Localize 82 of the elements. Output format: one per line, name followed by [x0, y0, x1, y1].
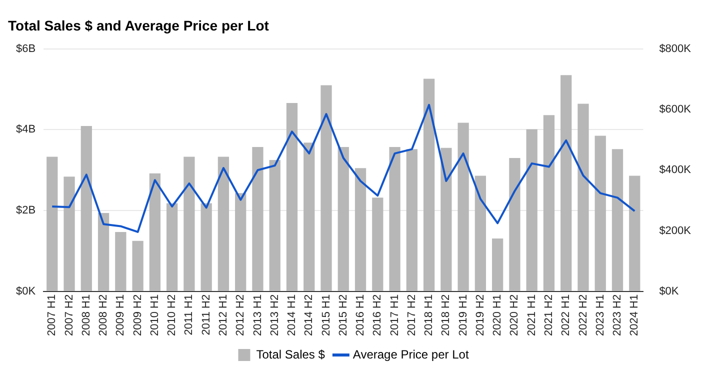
bar — [218, 156, 230, 291]
x-tick-label: 2016 H2 — [372, 294, 384, 336]
bar — [46, 156, 58, 291]
bar — [578, 104, 589, 291]
y-tick-label: $4B — [16, 124, 36, 136]
bar — [406, 149, 418, 291]
x-tick-label: 2022 H2 — [577, 294, 590, 336]
x-tick-label: 2016 H1 — [354, 294, 367, 336]
bar — [184, 156, 195, 291]
bar — [80, 126, 92, 291]
bar — [440, 148, 452, 291]
y2-tick-label: $0K — [659, 285, 680, 298]
y2-tick-label: $600K — [659, 103, 692, 116]
y2-tick-label: $400K — [659, 164, 692, 176]
y-tick-label: $2B — [16, 204, 36, 217]
x-tick-label: 2009 H2 — [132, 294, 144, 336]
bar — [560, 75, 572, 291]
bar — [543, 115, 555, 291]
x-tick-label: 2014 H1 — [286, 294, 298, 336]
bar — [320, 85, 332, 291]
y-tick-label: $6B — [16, 42, 36, 55]
bar — [115, 232, 126, 291]
bar — [166, 203, 178, 291]
x-tick-label: 2023 H1 — [594, 294, 606, 336]
x-tick-label: 2017 H2 — [406, 294, 418, 336]
bar — [629, 176, 640, 291]
x-tick-label: 2012 H2 — [234, 294, 247, 336]
x-tick-label: 2015 H1 — [320, 294, 332, 336]
bar — [509, 158, 520, 291]
bar — [235, 193, 246, 291]
legend-label: Total Sales $ — [256, 347, 326, 362]
bar — [338, 147, 349, 291]
bar — [286, 102, 298, 291]
y2-tick-label: $200K — [659, 224, 692, 237]
x-tick-label: 2021 H2 — [543, 294, 555, 336]
x-tick-label: 2021 H1 — [526, 294, 538, 336]
x-tick-label: 2008 H2 — [98, 294, 110, 336]
bar — [98, 212, 110, 291]
chart-title: Total Sales $ and Average Price per Lot — [8, 17, 270, 34]
bar — [304, 142, 315, 291]
x-tick-label: 2019 H1 — [457, 294, 470, 336]
bar — [526, 129, 538, 291]
bar — [474, 176, 486, 291]
bar — [389, 147, 400, 291]
x-tick-label: 2010 H2 — [166, 294, 178, 336]
bar — [269, 160, 280, 291]
bar — [132, 240, 144, 291]
x-tick-label: 2011 H2 — [200, 294, 212, 336]
x-tick-label: 2023 H2 — [612, 294, 624, 336]
x-tick-label: 2020 H1 — [492, 294, 504, 336]
bar — [492, 238, 504, 291]
bar — [458, 122, 469, 291]
x-tick-label: 2020 H2 — [508, 294, 521, 336]
y-tick-label: $0K — [16, 285, 36, 298]
x-tick-label: 2015 H2 — [337, 294, 350, 336]
y2-tick-label: $800K — [659, 42, 692, 55]
x-tick-label: 2007 H2 — [63, 294, 76, 336]
x-tick-label: 2017 H1 — [388, 294, 401, 336]
bar — [372, 198, 384, 291]
x-tick-label: 2018 H2 — [440, 294, 452, 336]
bar — [354, 168, 366, 291]
bar — [200, 203, 212, 291]
bar — [64, 176, 75, 291]
x-tick-label: 2012 H1 — [217, 294, 230, 336]
bar — [612, 149, 624, 291]
x-tick-label: 2011 H1 — [183, 294, 196, 336]
x-tick-label: 2014 H2 — [303, 294, 316, 336]
x-tick-label: 2013 H2 — [268, 294, 281, 336]
x-tick-label: 2008 H1 — [80, 294, 92, 336]
x-tick-label: 2024 H1 — [628, 294, 641, 336]
bar — [252, 147, 264, 291]
x-tick-label: 2019 H2 — [474, 294, 486, 336]
x-tick-label: 2007 H1 — [46, 294, 58, 336]
x-tick-label: 2018 H1 — [423, 294, 436, 336]
x-tick-label: 2013 H1 — [252, 294, 264, 336]
x-tick-label: 2022 H1 — [560, 294, 572, 336]
bar — [149, 173, 160, 291]
x-tick-label: 2009 H1 — [114, 294, 127, 336]
bar — [423, 78, 435, 291]
x-tick-label: 2010 H1 — [148, 294, 161, 336]
bar — [594, 136, 606, 291]
legend-label: Average Price per Lot — [352, 347, 470, 362]
